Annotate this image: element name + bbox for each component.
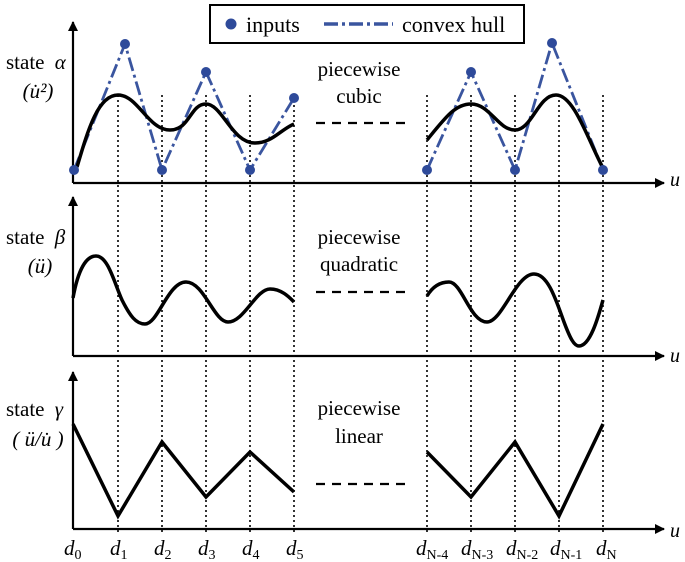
panel-gamma-state-label: state γ — [6, 397, 64, 421]
knot-label-d5: d5 — [286, 536, 304, 562]
panel-gamma-state-symbol: γ — [55, 397, 64, 421]
panel-gamma-curve-left — [71, 423, 296, 520]
knot-label-dN: dN — [596, 536, 617, 562]
panel-alpha-curve-left — [75, 93, 295, 168]
panel-beta-state-symbol: β — [54, 225, 66, 249]
panel-gamma: u state γ ( ü/u̇ ) piecewise linear — [6, 371, 680, 542]
knot-label-dN-3: dN-3 — [461, 536, 493, 562]
legend-hull-label: convex hull — [402, 12, 505, 37]
panel-gamma-state-prefix: state — [6, 397, 44, 421]
knot-label-d2: d2 — [154, 536, 172, 562]
panel-alpha-method-2: cubic — [336, 84, 381, 108]
input-point — [598, 165, 608, 175]
panel-alpha-expr: (u̇²) — [23, 79, 54, 103]
input-point — [510, 165, 520, 175]
panel-gamma-axis-label: u — [670, 520, 680, 542]
panel-alpha: u state α (u̇²) piecewise cubic — [6, 21, 680, 191]
knot-guides — [117, 95, 604, 533]
panel-beta-expr: (ü) — [28, 254, 53, 278]
panel-gamma-curve-right — [425, 423, 605, 520]
input-point — [120, 39, 130, 49]
input-point — [157, 165, 167, 175]
panel-beta-curve-left — [71, 254, 296, 326]
input-point — [201, 67, 211, 77]
knot-label-d1: d1 — [110, 536, 128, 562]
panel-beta-axis-label: u — [670, 345, 680, 367]
knot-label-dN-1: dN-1 — [550, 536, 582, 562]
panel-alpha-state-prefix: state — [6, 50, 44, 74]
panel-gamma-method-2: linear — [335, 424, 383, 448]
legend: inputs convex hull — [209, 4, 525, 44]
panel-beta-state-prefix: state — [6, 225, 44, 249]
panel-gamma-expr: ( ü/u̇ ) — [12, 427, 63, 451]
panel-alpha-curve-right — [425, 93, 605, 169]
legend-inputs-marker — [225, 18, 237, 30]
panel-alpha-inputs — [69, 38, 608, 175]
panel-beta-state-label: state β — [6, 225, 66, 249]
legend-inputs-label: inputs — [246, 12, 300, 37]
panel-alpha-state-symbol: α — [55, 50, 67, 74]
knot-label-d0: d0 — [64, 536, 82, 562]
input-point — [69, 165, 79, 175]
knot-labels: d0 d1 d2 d3 d4 d5 dN-4 dN-3 dN-2 dN-1 dN — [64, 536, 617, 562]
input-point — [547, 38, 557, 48]
panel-alpha-method-1: piecewise — [318, 57, 401, 81]
knot-label-dN-4: dN-4 — [416, 536, 448, 562]
panel-alpha-axis-label: u — [670, 169, 680, 191]
panel-beta-curve-right — [425, 272, 605, 348]
input-point — [466, 67, 476, 77]
panel-beta-method-1: piecewise — [318, 225, 401, 249]
knot-label-d3: d3 — [198, 536, 216, 562]
panel-gamma-method-1: piecewise — [318, 396, 401, 420]
panel-alpha-state-label: state α — [6, 50, 67, 74]
panel-beta-method-2: quadratic — [320, 252, 398, 276]
input-point — [245, 165, 255, 175]
input-point — [289, 93, 299, 103]
panel-alpha-hull-left — [72, 39, 296, 175]
knot-label-dN-2: dN-2 — [506, 536, 538, 562]
panel-beta: u state β (ü) piecewise quadratic — [6, 196, 680, 367]
input-point — [422, 165, 432, 175]
knot-label-d4: d4 — [242, 536, 260, 562]
